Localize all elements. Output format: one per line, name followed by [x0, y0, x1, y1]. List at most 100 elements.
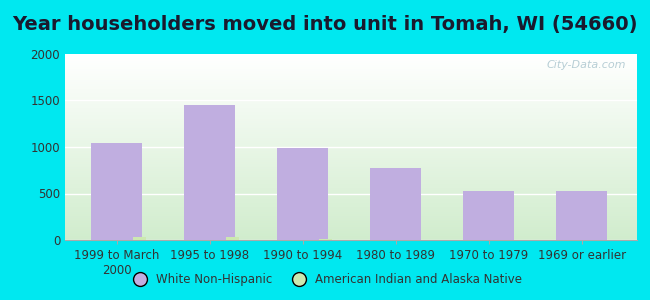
- Bar: [65, 95, 637, 97]
- Bar: [65, 119, 637, 121]
- Bar: [65, 100, 637, 102]
- Bar: [65, 60, 637, 61]
- Bar: [65, 65, 637, 67]
- Bar: [65, 104, 637, 106]
- Bar: [65, 153, 637, 154]
- Bar: [65, 121, 637, 123]
- Bar: [65, 190, 637, 192]
- Bar: [226, 237, 239, 240]
- Bar: [65, 54, 637, 56]
- Bar: [65, 136, 637, 138]
- Bar: [65, 234, 637, 236]
- Bar: [65, 220, 637, 221]
- Bar: [65, 166, 637, 167]
- Bar: [65, 158, 637, 160]
- Bar: [65, 171, 637, 173]
- Bar: [65, 58, 637, 60]
- Bar: [65, 116, 637, 117]
- Bar: [65, 160, 637, 162]
- Bar: [65, 56, 637, 58]
- Bar: [65, 238, 637, 240]
- Bar: [65, 177, 637, 178]
- Bar: [65, 236, 637, 238]
- Text: City-Data.com: City-Data.com: [546, 60, 625, 70]
- Bar: [65, 117, 637, 119]
- Bar: [184, 105, 235, 240]
- Bar: [65, 199, 637, 201]
- Bar: [65, 178, 637, 181]
- Bar: [65, 221, 637, 223]
- Bar: [65, 173, 637, 175]
- Bar: [556, 191, 607, 240]
- Bar: [463, 191, 514, 240]
- Bar: [65, 156, 637, 158]
- Bar: [65, 212, 637, 214]
- Bar: [65, 138, 637, 140]
- Bar: [65, 88, 637, 89]
- Bar: [65, 203, 637, 205]
- Bar: [65, 162, 637, 164]
- Bar: [65, 195, 637, 197]
- Bar: [65, 184, 637, 186]
- Bar: [65, 128, 637, 130]
- Bar: [65, 205, 637, 206]
- Bar: [65, 186, 637, 188]
- Bar: [65, 80, 637, 82]
- Bar: [65, 102, 637, 104]
- Bar: [319, 239, 332, 240]
- Bar: [65, 61, 637, 63]
- Bar: [65, 91, 637, 93]
- Bar: [65, 188, 637, 190]
- Bar: [65, 210, 637, 212]
- Bar: [65, 145, 637, 147]
- Bar: [65, 201, 637, 203]
- Text: Year householders moved into unit in Tomah, WI (54660): Year householders moved into unit in Tom…: [12, 15, 638, 34]
- Bar: [65, 125, 637, 127]
- Bar: [370, 168, 421, 240]
- Bar: [65, 89, 637, 91]
- Bar: [65, 99, 637, 100]
- Bar: [65, 151, 637, 153]
- Bar: [65, 147, 637, 149]
- Bar: [65, 140, 637, 141]
- Legend: White Non-Hispanic, American Indian and Alaska Native: White Non-Hispanic, American Indian and …: [124, 269, 526, 291]
- Bar: [65, 69, 637, 71]
- Bar: [65, 130, 637, 132]
- Bar: [65, 123, 637, 125]
- Bar: [65, 84, 637, 85]
- Bar: [65, 97, 637, 99]
- Bar: [65, 182, 637, 184]
- Bar: [65, 229, 637, 231]
- Bar: [65, 225, 637, 227]
- Bar: [65, 76, 637, 78]
- Bar: [65, 93, 637, 95]
- Bar: [133, 237, 146, 240]
- Bar: [65, 232, 637, 234]
- Bar: [65, 167, 637, 169]
- Bar: [65, 108, 637, 110]
- Bar: [65, 175, 637, 177]
- Bar: [65, 149, 637, 151]
- Bar: [65, 141, 637, 143]
- Bar: [65, 181, 637, 182]
- Bar: [65, 110, 637, 112]
- Bar: [65, 71, 637, 73]
- Bar: [65, 231, 637, 233]
- Bar: [65, 74, 637, 76]
- Bar: [65, 197, 637, 199]
- Bar: [65, 216, 637, 218]
- Bar: [65, 73, 637, 74]
- Bar: [65, 223, 637, 225]
- Bar: [65, 85, 637, 88]
- Bar: [65, 227, 637, 229]
- Bar: [65, 82, 637, 84]
- Bar: [65, 208, 637, 210]
- Bar: [65, 67, 637, 69]
- Bar: [65, 192, 637, 194]
- Bar: [65, 113, 637, 116]
- Bar: [65, 169, 637, 171]
- Bar: [65, 206, 637, 208]
- Bar: [65, 214, 637, 216]
- Bar: [65, 112, 637, 113]
- Bar: [277, 148, 328, 240]
